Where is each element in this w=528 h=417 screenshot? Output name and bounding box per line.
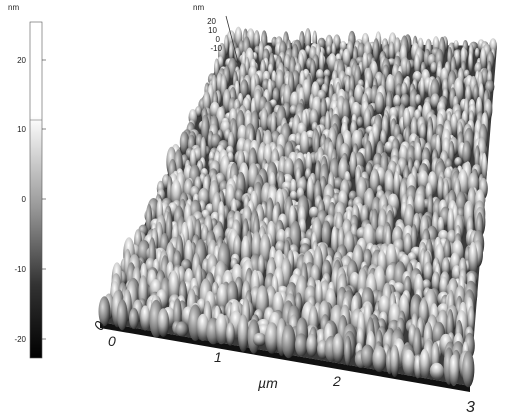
surface-grain	[462, 141, 471, 165]
surface-grain	[475, 48, 480, 59]
surface-grain	[140, 305, 150, 330]
surface-grain	[306, 334, 317, 357]
x-axis-unit: µm	[258, 375, 278, 391]
z-axis-unit: nm	[193, 3, 204, 12]
surface-texture	[99, 27, 498, 388]
surface-grain	[390, 345, 399, 377]
colorbar-tick-label: 20	[17, 56, 26, 65]
colorbar-tick-label: 10	[17, 125, 26, 134]
surface-grain	[468, 242, 477, 275]
surface-grain	[419, 349, 430, 379]
colorbar-unit: nm	[8, 3, 19, 12]
surface-grain	[344, 336, 351, 366]
surface-grain	[361, 345, 374, 368]
z-tick-label: 0	[216, 35, 221, 44]
surface-grain	[372, 346, 386, 372]
z-tick-label: 10	[208, 26, 217, 35]
z-tick-label: 20	[207, 17, 216, 26]
surface-grain	[468, 52, 473, 73]
surface-grain	[449, 355, 459, 387]
x-tick-label: 1	[214, 349, 222, 365]
surface-grain	[129, 308, 139, 329]
surface-grain	[332, 333, 344, 363]
colorbar-tick-label: -10	[14, 265, 26, 274]
surface-grain	[402, 350, 415, 376]
surface-grain	[99, 296, 111, 326]
surface-grain	[117, 299, 128, 330]
x-tick-label: 3	[466, 399, 475, 416]
surface-grain	[406, 60, 411, 76]
surface-grain	[462, 351, 474, 388]
surface-grain	[454, 157, 462, 167]
surface-grain	[238, 314, 249, 352]
surface-grain	[357, 116, 364, 127]
surface-grain	[375, 92, 384, 115]
surface-grain	[175, 321, 188, 336]
colorbar-tick-label: 0	[22, 195, 27, 204]
surface-grain	[226, 322, 235, 346]
surface-grain	[282, 324, 296, 358]
surface-grain	[215, 314, 227, 345]
z-tick-label: -10	[210, 44, 222, 53]
surface-grain	[253, 333, 266, 346]
afm-image: nm 20100-10-20 nm 20100-10 0 0123 µm	[0, 0, 528, 417]
x-tick-label: 0	[108, 333, 116, 349]
surface-grain	[157, 308, 169, 337]
surface-grain	[454, 40, 459, 50]
surface-grain	[415, 94, 421, 106]
surface-grain	[295, 333, 308, 356]
surface-grain	[430, 62, 437, 74]
surface-grain	[430, 363, 444, 379]
colorbar-tick-label: -20	[14, 335, 26, 344]
surface-grain	[414, 193, 425, 216]
colorbar	[30, 22, 42, 358]
x-tick-label: 2	[332, 373, 341, 389]
